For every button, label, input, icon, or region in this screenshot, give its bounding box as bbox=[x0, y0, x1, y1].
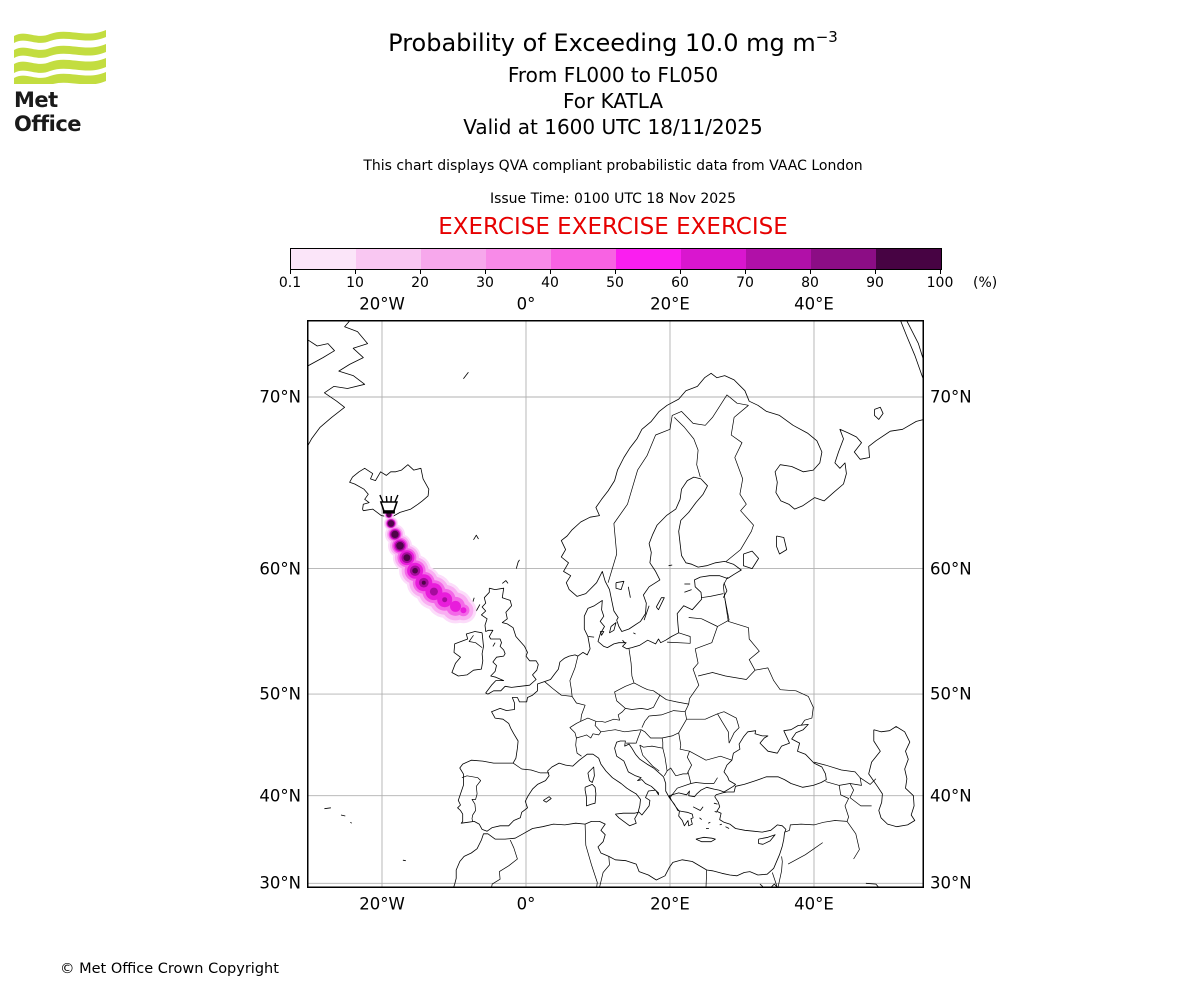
longitude-label-bottom: 20°W bbox=[359, 894, 405, 914]
latitude-label-left: 60°N bbox=[259, 559, 301, 579]
europe-map-canvas bbox=[307, 320, 924, 888]
qva-note: This chart displays QVA compliant probab… bbox=[363, 158, 863, 174]
longitude-label-bottom: 0° bbox=[516, 894, 536, 914]
colorbar-segment bbox=[616, 249, 681, 269]
latitude-label-right: 70°N bbox=[930, 387, 972, 407]
colorbar-tick bbox=[355, 269, 356, 274]
latitude-label-left: 70°N bbox=[259, 387, 301, 407]
colorbar-tick-label: 0.1 bbox=[278, 275, 302, 291]
longitude-label-top: 40°E bbox=[794, 294, 834, 314]
probability-colorbar: 0.1 10 20 30 40 50 60 70 80 90 100 (%) bbox=[279, 248, 997, 294]
copyright-notice: © Met Office Crown Copyright bbox=[60, 961, 279, 977]
latitude-label-left: 30°N bbox=[259, 873, 301, 893]
colorbar-segment bbox=[356, 249, 421, 269]
longitude-label-top: 20°W bbox=[359, 294, 405, 314]
met-office-logo-text: Met Office bbox=[14, 88, 82, 136]
colorbar-tick bbox=[420, 269, 421, 274]
colorbar-tick-label: 20 bbox=[411, 275, 429, 291]
colorbar-segment bbox=[811, 249, 876, 269]
title-text: Probability of Exceeding 10.0 mg m bbox=[388, 29, 816, 57]
colorbar-tick-label: 30 bbox=[476, 275, 494, 291]
colorbar-gradient bbox=[290, 248, 942, 270]
colorbar-segment bbox=[876, 249, 941, 269]
met-office-waves-icon bbox=[14, 30, 106, 84]
map-frame bbox=[307, 320, 924, 888]
colorbar-tick bbox=[745, 269, 746, 274]
colorbar-tick-label: 80 bbox=[801, 275, 819, 291]
colorbar-segment bbox=[746, 249, 811, 269]
colorbar-tick-label: 60 bbox=[671, 275, 689, 291]
latitude-label-right: 50°N bbox=[930, 684, 972, 704]
colorbar-segment bbox=[291, 249, 356, 269]
colorbar-tick bbox=[810, 269, 811, 274]
coastlines-layer bbox=[307, 320, 924, 888]
latitude-label-right: 60°N bbox=[930, 559, 972, 579]
title-exponent: −3 bbox=[815, 28, 838, 46]
colorbar-tick-label: 10 bbox=[346, 275, 364, 291]
colorbar-tick bbox=[615, 269, 616, 274]
colorbar-tick bbox=[550, 269, 551, 274]
ash-plume bbox=[383, 509, 477, 624]
colorbar-tick bbox=[485, 269, 486, 274]
colorbar-tick bbox=[290, 269, 291, 274]
issue-time: Issue Time: 0100 UTC 18 Nov 2025 bbox=[489, 191, 737, 207]
colorbar-segment bbox=[551, 249, 616, 269]
volcano-marker bbox=[379, 494, 399, 514]
colorbar-segment bbox=[681, 249, 746, 269]
met-office-logo: Met Office bbox=[14, 26, 124, 136]
colorbar-tick bbox=[875, 269, 876, 274]
valid-time-line: Valid at 1600 UTC 18/11/2025 bbox=[463, 115, 763, 139]
colorbar-tick-label: 90 bbox=[866, 275, 884, 291]
longitude-label-top: 20°E bbox=[650, 294, 690, 314]
latitude-label-right: 30°N bbox=[930, 873, 972, 893]
colorbar-tick bbox=[940, 269, 941, 274]
colorbar-tick bbox=[680, 269, 681, 274]
colorbar-tick-label: 70 bbox=[736, 275, 754, 291]
latitude-label-left: 50°N bbox=[259, 684, 301, 704]
latitude-label-right: 40°N bbox=[930, 786, 972, 806]
latitude-label-left: 40°N bbox=[259, 786, 301, 806]
colorbar-segment bbox=[421, 249, 486, 269]
exercise-banner: EXERCISE EXERCISE EXERCISE bbox=[438, 214, 788, 240]
colorbar-unit-label: (%) bbox=[973, 275, 998, 291]
longitude-label-bottom: 40°E bbox=[794, 894, 834, 914]
volcano-name-line: For KATLA bbox=[563, 89, 663, 113]
colorbar-tick-label: 40 bbox=[541, 275, 559, 291]
page-title: Probability of Exceeding 10.0 mg m−3 bbox=[26, 28, 1200, 57]
flight-level-range: From FL000 to FL050 bbox=[507, 63, 719, 87]
longitude-label-top: 0° bbox=[516, 294, 536, 314]
colorbar-segment bbox=[486, 249, 551, 269]
country-borders-layer bbox=[461, 394, 877, 888]
gridlines-layer bbox=[307, 320, 924, 888]
colorbar-tick-label: 50 bbox=[606, 275, 624, 291]
longitude-label-bottom: 20°E bbox=[650, 894, 690, 914]
colorbar-tick-label: 100 bbox=[926, 275, 954, 291]
